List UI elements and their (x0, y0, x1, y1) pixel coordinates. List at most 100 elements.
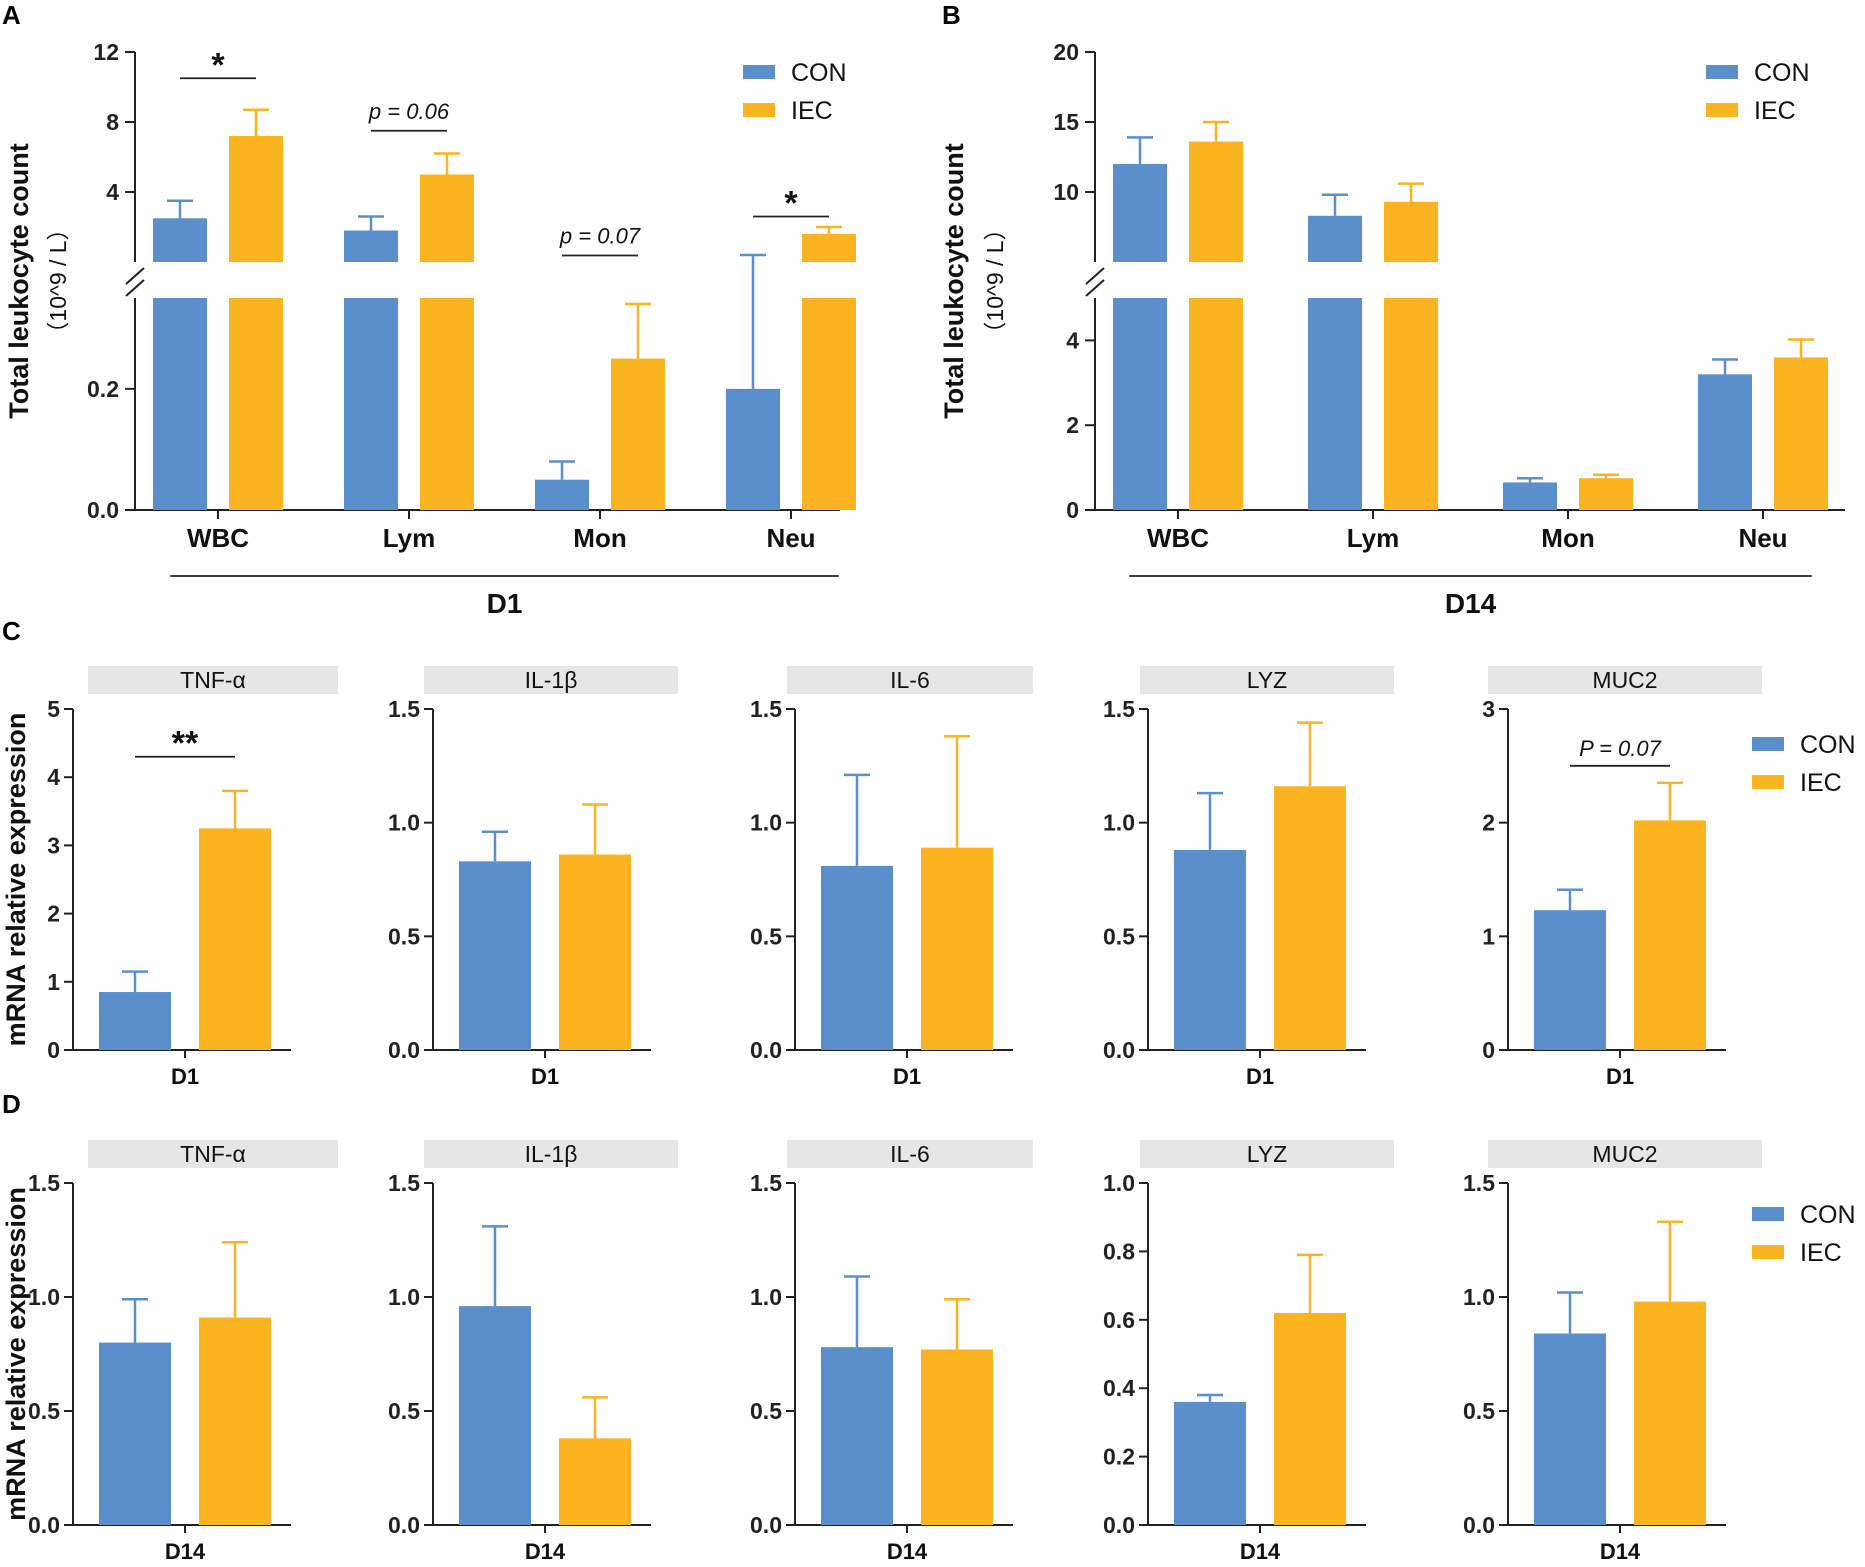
panel-d-lyz-tick-label: 0.6 (1103, 1307, 1135, 1333)
panel-c-il1-tick-label: 0.0 (388, 1037, 420, 1063)
panel-c-il1-bar-con (459, 861, 531, 1050)
panel-d-il1-strip (424, 1140, 678, 1168)
panel-c-letter: C (2, 616, 21, 646)
panel-d-il6-bar-iec (921, 1349, 993, 1525)
panel-c-lyz-tick-label: 0.5 (1103, 923, 1135, 949)
panel-c-il6-strip-label: IL-6 (890, 667, 930, 693)
panel-d-tnf-tick-label: 0.5 (28, 1398, 60, 1424)
panel-c-lyz-strip (1140, 666, 1394, 694)
panel-d-muc2-bar-iec (1634, 1301, 1706, 1525)
panel-a-bar-con-wbc-lower (153, 298, 207, 510)
panel-d-legend-label-con: CON (1800, 1201, 1856, 1229)
panel-c-legend-swatch-iec (1752, 775, 1784, 789)
panel-a-legend-swatch-iec (743, 103, 775, 117)
panel-d-tnf-strip-label: TNF-α (180, 1141, 246, 1167)
panel-b-bar-iec-neu (1774, 357, 1828, 510)
panel-b-lower-tick-label: 0 (1066, 497, 1079, 523)
panel-a-category-label: Lym (383, 523, 436, 553)
panel-c-tnf-tick-label: 2 (47, 901, 60, 927)
panel-c-lyz-tick-label: 0.0 (1103, 1037, 1135, 1063)
panel-d-lyz-strip-label: LYZ (1247, 1141, 1287, 1167)
panel-d-il1-tick-label: 0.5 (388, 1398, 420, 1424)
panel-c-il6-bar-con (821, 865, 893, 1050)
panel-b-bar-iec-wbc-lower (1189, 298, 1243, 510)
panel-d-muc2-tick-label: 1.5 (1463, 1170, 1495, 1196)
panel-b-category-label: Lym (1347, 523, 1400, 553)
panel-a-bar-iec-lym-lower (420, 298, 474, 510)
panel-c-il1-bar-iec (559, 854, 631, 1050)
panel-b-lower-tick-label: 2 (1066, 412, 1079, 438)
panel-c-il6-tick-label: 0.0 (750, 1037, 782, 1063)
panel-a-bar-con-mon (535, 479, 589, 510)
panel-c-muc2-tick-label: 3 (1482, 696, 1495, 722)
panel-a-y-axis-unit: （10^9 / L） (45, 217, 71, 344)
panel-a-upper-tick-label: 12 (93, 39, 119, 65)
panel-b-bar-iec-mon (1579, 478, 1633, 510)
panel-b-upper-tick-label: 20 (1053, 39, 1079, 65)
panel-d-lyz-x-label: D14 (1240, 1539, 1281, 1564)
panel-b-category-label: Mon (1541, 523, 1594, 553)
panel-a-legend-label-iec: IEC (791, 97, 833, 125)
panel-d-lyz-bar-con (1174, 1401, 1246, 1525)
panel-d-il1-x-label: D14 (525, 1539, 566, 1564)
panel-d-legend-swatch-con (1752, 1207, 1784, 1221)
panel-a-upper-tick-label: 8 (106, 109, 119, 135)
panel-b-bar-con-lym-lower (1308, 298, 1362, 510)
panel-b-group-label: D14 (1445, 588, 1497, 619)
panel-c-tnf-strip (88, 666, 338, 694)
panel-a-bar-iec-neu-lower (802, 298, 856, 510)
panel-a-bar-iec-wbc-lower (229, 298, 283, 510)
panel-c-tnf-tick-label: 1 (47, 969, 60, 995)
panel-d-il1-bar-con (459, 1306, 531, 1525)
panel-d-il6-tick-label: 0.0 (750, 1512, 782, 1538)
panel-d-lyz-tick-label: 1.0 (1103, 1170, 1135, 1196)
panel-c-il6-tick-label: 0.5 (750, 923, 782, 949)
panel-c-il6-bar-iec (921, 847, 993, 1050)
panel-a-significance-label: * (784, 185, 798, 223)
panel-c-il1-strip-label: IL-1β (525, 667, 578, 693)
panel-a-upper-tick-label: 4 (106, 179, 119, 205)
panel-c-tnf-strip-label: TNF-α (180, 667, 246, 693)
panel-a-axis-break-mark-a (125, 267, 145, 285)
panel-d-tnf-tick-label: 1.0 (28, 1284, 60, 1310)
panel-d-y-axis-label: mRNA relative expression (1, 1187, 31, 1521)
panel-d-tnf-tick-label: 1.5 (28, 1170, 60, 1196)
panel-b-legend-swatch-con (1706, 65, 1738, 79)
panel-a-bar-con-wbc-upper (153, 218, 207, 262)
panel-c-lyz-bar-con (1174, 849, 1246, 1050)
panel-b-bar-con-mon (1503, 482, 1557, 510)
panel-d-il6-tick-label: 1.5 (750, 1170, 782, 1196)
panel-c-lyz-tick-label: 1.0 (1103, 810, 1135, 836)
panel-c-muc2-x-label: D1 (1606, 1064, 1634, 1089)
panel-a-axis-break-mark-b (125, 279, 145, 297)
panel-d-il1-strip-label: IL-1β (525, 1141, 578, 1167)
panel-a-lower-tick-label: 0.2 (87, 376, 119, 402)
panel-b-legend-swatch-iec (1706, 103, 1738, 117)
panel-a-significance-label: * (211, 46, 225, 84)
panel-b-letter: B (942, 0, 961, 30)
panel-d-il1-bar-iec (559, 1438, 631, 1525)
panel-c-lyz-bar-iec (1274, 786, 1346, 1050)
panel-c-il6-strip (787, 666, 1033, 694)
panel-d-il1-tick-label: 1.5 (388, 1170, 420, 1196)
panel-c-tnf-significance-label: ** (172, 725, 199, 763)
panel-b-bar-con-wbc-lower (1113, 298, 1167, 510)
panel-c-tnf-tick-label: 0 (47, 1037, 60, 1063)
panel-a-lower-tick-label: 0.0 (87, 497, 119, 523)
panel-b-category-label: Neu (1738, 523, 1787, 553)
panel-b-category-label: WBC (1147, 523, 1209, 553)
panel-b-y-axis-label: Total leukocyte count (939, 143, 969, 419)
panel-c-tnf-tick-label: 3 (47, 832, 60, 858)
panel-d-muc2-strip (1488, 1140, 1762, 1168)
panel-d-il6-tick-label: 0.5 (750, 1398, 782, 1424)
panel-c-muc2-bar-iec (1634, 820, 1706, 1050)
panel-d-il1-tick-label: 1.0 (388, 1284, 420, 1310)
panel-d-muc2-x-label: D14 (1600, 1539, 1641, 1564)
panel-b-upper-tick-label: 10 (1053, 179, 1079, 205)
panel-d-il6-strip-label: IL-6 (890, 1141, 930, 1167)
panel-c-il1-tick-label: 1.5 (388, 696, 420, 722)
panel-c-il1-tick-label: 0.5 (388, 923, 420, 949)
panel-c-muc2-tick-label: 1 (1482, 923, 1495, 949)
panel-d-il6-bar-con (821, 1347, 893, 1525)
